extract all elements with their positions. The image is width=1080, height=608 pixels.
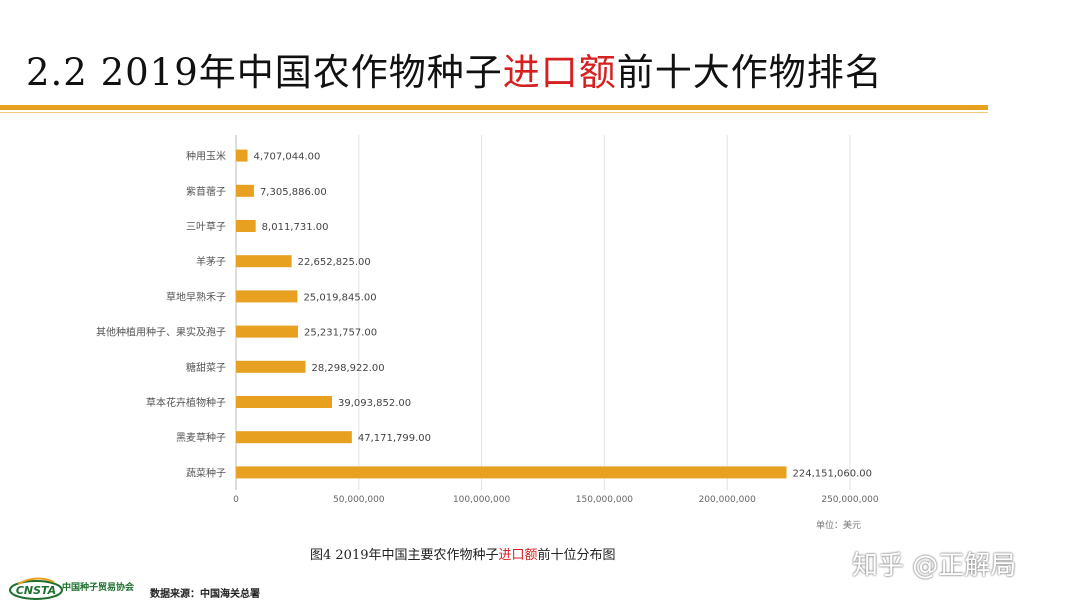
value-label: 7,305,886.00 [260, 187, 327, 198]
category-label: 种用玉米 [186, 150, 226, 163]
figure-caption: 图4 2019年中国主要农作物种子进口额前十位分布图 [310, 544, 616, 563]
bar [236, 149, 248, 162]
value-label: 25,231,757.00 [304, 328, 377, 339]
x-tick-label: 150,000,000 [576, 495, 634, 505]
unit-label: 单位：美元 [816, 521, 862, 531]
bar [236, 255, 292, 268]
value-label: 39,093,852.00 [338, 398, 411, 409]
category-label: 紫苜蓿子 [186, 185, 226, 198]
x-tick-labels: 0 50,000,000 100,000,000 150,000,000 200,000… [233, 495, 879, 505]
category-label: 蔬菜种子 [186, 466, 226, 479]
category-label: 黑麦草种子 [176, 431, 226, 444]
title-prefix: 2.2 2019年中国农作物种子 [26, 51, 503, 94]
x-tick-label: 250,000,000 [821, 495, 879, 505]
category-label: 草本花卉植物种子 [146, 396, 226, 409]
org-name: 中国种子贸易协会 [62, 583, 135, 593]
title-highlight: 进口额 [502, 51, 617, 94]
value-label: 28,298,922.00 [312, 363, 385, 374]
title-suffix: 前十大作物排名 [616, 51, 883, 94]
category-labels: 种用玉米紫苜蓿子三叶草子羊茅子草地早熟禾子其他种植用种子、果实及孢子糖甜菜子草本… [96, 150, 226, 480]
org-block: 中国种子贸易协会 [62, 580, 134, 593]
value-label: 22,652,825.00 [298, 257, 371, 268]
x-tick-label: 200,000,000 [699, 495, 757, 505]
value-label: 47,171,799.00 [358, 433, 431, 444]
watermark: 知乎 @正解局 [852, 551, 1017, 581]
bar [236, 184, 254, 197]
title-divider-thin [0, 112, 988, 113]
bar [236, 220, 256, 232]
data-source: 数据来源：中国海关总署 [150, 589, 260, 600]
cnsta-logo-icon: CNSTA [9, 577, 63, 600]
category-label: 其他种植用种子、果实及孢子 [96, 326, 226, 339]
category-label: 羊茅子 [196, 255, 226, 268]
value-label: 8,011,731.00 [262, 222, 329, 233]
bar [236, 325, 298, 338]
bar [236, 431, 352, 444]
category-label: 三叶草子 [186, 221, 226, 233]
x-tick-label: 0 [233, 495, 239, 505]
bar [236, 290, 298, 303]
bar [236, 360, 306, 373]
bar [236, 396, 333, 408]
title-divider [0, 105, 988, 110]
value-label: 25,019,845.00 [303, 292, 376, 303]
category-label: 草地早熟禾子 [166, 290, 226, 303]
x-tick-label: 100,000,000 [453, 495, 511, 505]
bar-chart: 种用玉米紫苜蓿子三叶草子羊茅子草地早熟禾子其他种植用种子、果实及孢子糖甜菜子草本… [96, 135, 879, 505]
slide-title: 2.2 2019年中国农作物种子进口额前十大作物排名 [26, 42, 883, 96]
value-label: 4,707,044.00 [254, 152, 321, 163]
chart-bars [236, 149, 787, 479]
bar [236, 466, 787, 479]
category-label: 糖甜菜子 [186, 361, 226, 374]
value-labels: 4,707,044.00 7,305,886.00 8,011,731.00 22,6… [254, 152, 872, 480]
caption-prefix: 图4 2019年中国主要农作物种子 [310, 548, 499, 563]
svg-text:CNSTA: CNSTA [16, 584, 56, 597]
value-label: 224,151,060.00 [793, 468, 873, 479]
caption-suffix: 前十位分布图 [537, 548, 616, 563]
caption-highlight: 进口额 [498, 548, 538, 563]
x-tick-label: 50,000,000 [333, 495, 385, 505]
